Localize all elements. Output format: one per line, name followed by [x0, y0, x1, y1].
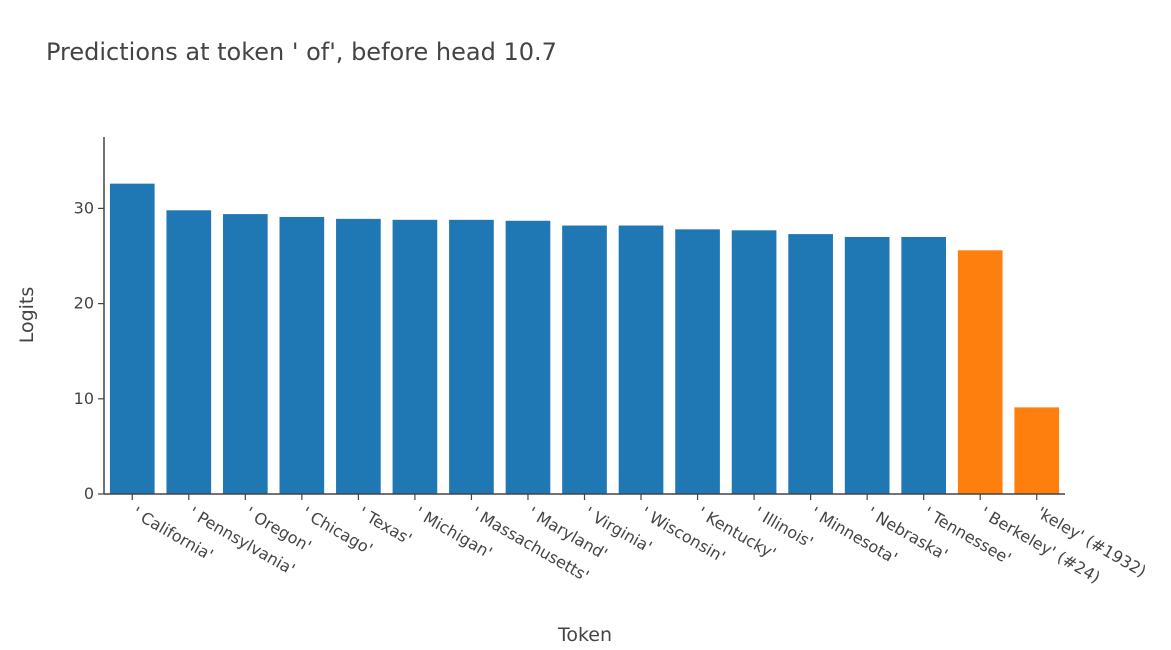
x-axis-title: Token	[557, 624, 612, 646]
bar-10	[675, 229, 720, 494]
bar-15	[957, 250, 1003, 494]
bar-4	[336, 218, 381, 494]
y-axis-title: Logits	[16, 287, 38, 344]
bar-6	[449, 219, 494, 494]
bar-11	[731, 230, 777, 495]
y-tick-label-0: 0	[84, 484, 94, 503]
bar-3	[279, 216, 325, 494]
bar-14	[901, 236, 947, 494]
y-tick-label-3: 30	[74, 198, 94, 217]
bar-16	[1014, 407, 1060, 494]
bars-group	[109, 183, 1060, 495]
bar-12	[788, 234, 833, 494]
y-tick-label-1: 10	[74, 389, 94, 408]
y-axis: 0 10 20 30	[74, 137, 105, 503]
chart-title: Predictions at token ' of', before head …	[46, 38, 557, 66]
bar-2	[222, 214, 268, 495]
bar-7	[505, 220, 551, 494]
bar-13	[844, 236, 890, 494]
bar-9	[618, 225, 664, 495]
bar-0	[109, 183, 155, 494]
y-tick-label-2: 20	[74, 294, 94, 313]
bar-1	[166, 210, 212, 495]
bar-8	[562, 225, 607, 495]
x-axis: ' California'' Pennsylvania'' Oregon'' C…	[104, 493, 1150, 587]
bar-5	[392, 219, 438, 494]
